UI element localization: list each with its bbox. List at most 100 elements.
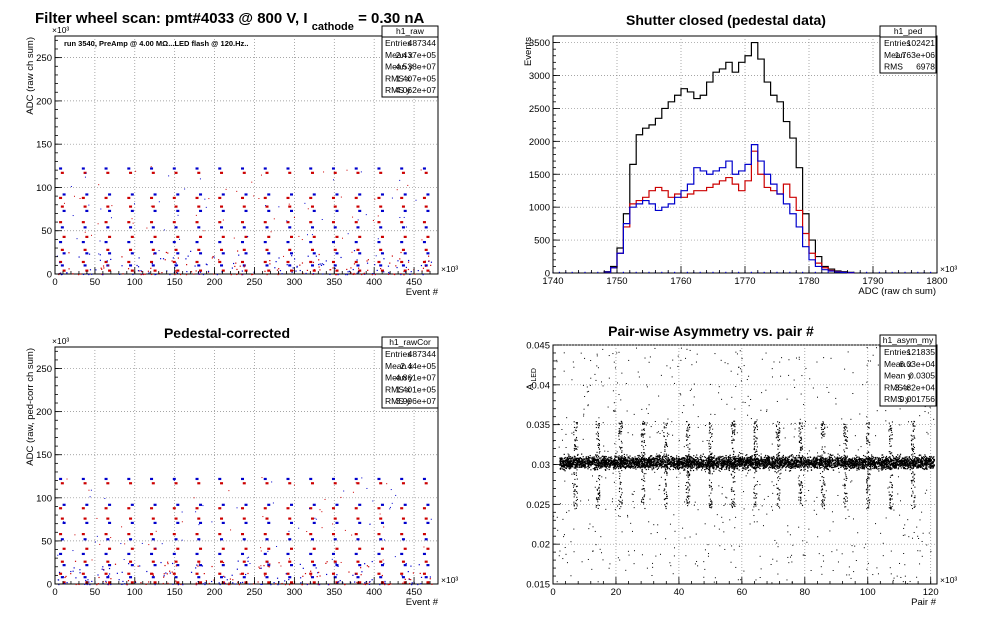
raw-point xyxy=(195,214,197,216)
rawcor-marker xyxy=(220,482,224,485)
asym-point xyxy=(583,458,585,460)
asym-point xyxy=(853,460,855,462)
asym-point xyxy=(573,467,575,469)
raw-point xyxy=(147,270,150,272)
asym-point xyxy=(673,461,675,464)
rawcor-point xyxy=(91,559,93,561)
raw-point xyxy=(397,260,399,262)
raw-point xyxy=(82,273,85,276)
raw-point xyxy=(380,267,382,270)
rawcor-marker xyxy=(354,507,358,510)
rawcor-marker xyxy=(265,482,269,485)
asym-point xyxy=(802,458,805,460)
asym-point xyxy=(791,462,794,465)
rawcor-point xyxy=(261,583,263,585)
raw-point xyxy=(158,272,161,275)
asym-point xyxy=(738,454,740,456)
rawcor-point xyxy=(369,581,371,583)
asym-point xyxy=(712,461,714,463)
rawcor-marker xyxy=(403,581,407,584)
asym-point xyxy=(599,467,601,469)
raw-point xyxy=(393,273,395,275)
rawcor-y-tick-label: 50 xyxy=(41,536,52,547)
asym-point xyxy=(685,466,687,469)
rawcor-marker xyxy=(153,581,157,584)
ped-baseline-dot xyxy=(661,271,663,273)
rawcor-point xyxy=(123,558,125,560)
asym-point xyxy=(629,460,631,463)
rawcor-marker xyxy=(288,576,292,579)
asym-point xyxy=(841,464,843,466)
asym-point xyxy=(632,467,634,469)
raw-marker xyxy=(380,269,384,272)
raw-marker xyxy=(218,196,222,200)
raw-marker xyxy=(422,167,426,170)
asym-point xyxy=(874,463,877,465)
asym-point xyxy=(915,462,917,465)
asym-point xyxy=(907,460,909,462)
rawcor-point xyxy=(366,582,368,585)
asym-point xyxy=(679,464,681,467)
raw-point xyxy=(211,257,213,259)
asym-point xyxy=(560,463,562,465)
asym-point xyxy=(648,460,650,463)
asym-point xyxy=(851,463,853,465)
raw-point xyxy=(394,273,396,276)
asym-point xyxy=(573,458,575,461)
asym-point xyxy=(757,461,760,463)
ped-stats-label: Entries xyxy=(884,38,910,48)
rawcor-point xyxy=(302,575,304,577)
rawcor-point xyxy=(273,582,275,584)
raw-stats-value: 4.062e+07 xyxy=(396,85,437,95)
asym-point xyxy=(701,463,703,465)
asym-point xyxy=(883,463,885,466)
asym-point xyxy=(640,459,642,461)
asym-point xyxy=(653,459,655,461)
rawcor-marker xyxy=(263,507,267,510)
raw-point xyxy=(332,267,334,269)
asym-point xyxy=(803,461,805,464)
asym-point xyxy=(617,457,619,459)
asym-point xyxy=(771,464,773,466)
asym-point xyxy=(680,459,682,461)
rawcor-marker xyxy=(106,576,110,579)
asym-point xyxy=(560,460,562,462)
rawcor-point xyxy=(327,583,330,586)
rawcor-point xyxy=(358,576,360,578)
rawcor-point xyxy=(74,534,76,536)
rawcor-point xyxy=(122,580,124,583)
raw-marker xyxy=(59,167,63,170)
asym-point xyxy=(767,464,770,466)
raw-marker xyxy=(151,226,155,229)
asym-point xyxy=(883,467,885,469)
ped-y-tick-label: 1000 xyxy=(529,203,550,214)
asym-point xyxy=(782,456,784,458)
asym-point xyxy=(672,466,675,468)
rawcor-point xyxy=(394,556,396,558)
asym-point xyxy=(667,467,669,469)
rawcor-point xyxy=(139,565,141,567)
raw-y-tick-label: 250 xyxy=(36,53,52,64)
rawcor-point xyxy=(382,559,384,561)
asym-point xyxy=(559,457,561,459)
asym-point xyxy=(621,454,623,457)
asym-point xyxy=(639,460,642,462)
rawcor-marker xyxy=(267,503,271,506)
rawcor-marker xyxy=(129,538,133,541)
raw-marker xyxy=(400,221,404,224)
raw-marker xyxy=(153,252,157,255)
raw-point xyxy=(296,265,298,267)
rawcor-point xyxy=(410,579,412,581)
raw-point xyxy=(311,234,313,236)
asym-point xyxy=(881,462,883,464)
asym-point xyxy=(772,457,774,460)
rawcor-point xyxy=(63,582,66,585)
asym-point xyxy=(897,454,899,456)
asym-point xyxy=(795,456,797,458)
asym-point xyxy=(699,456,701,458)
asym-point xyxy=(699,459,701,461)
raw-point xyxy=(91,234,93,236)
raw-point xyxy=(208,198,210,200)
asym-point xyxy=(922,460,924,462)
asym-point xyxy=(779,457,781,459)
